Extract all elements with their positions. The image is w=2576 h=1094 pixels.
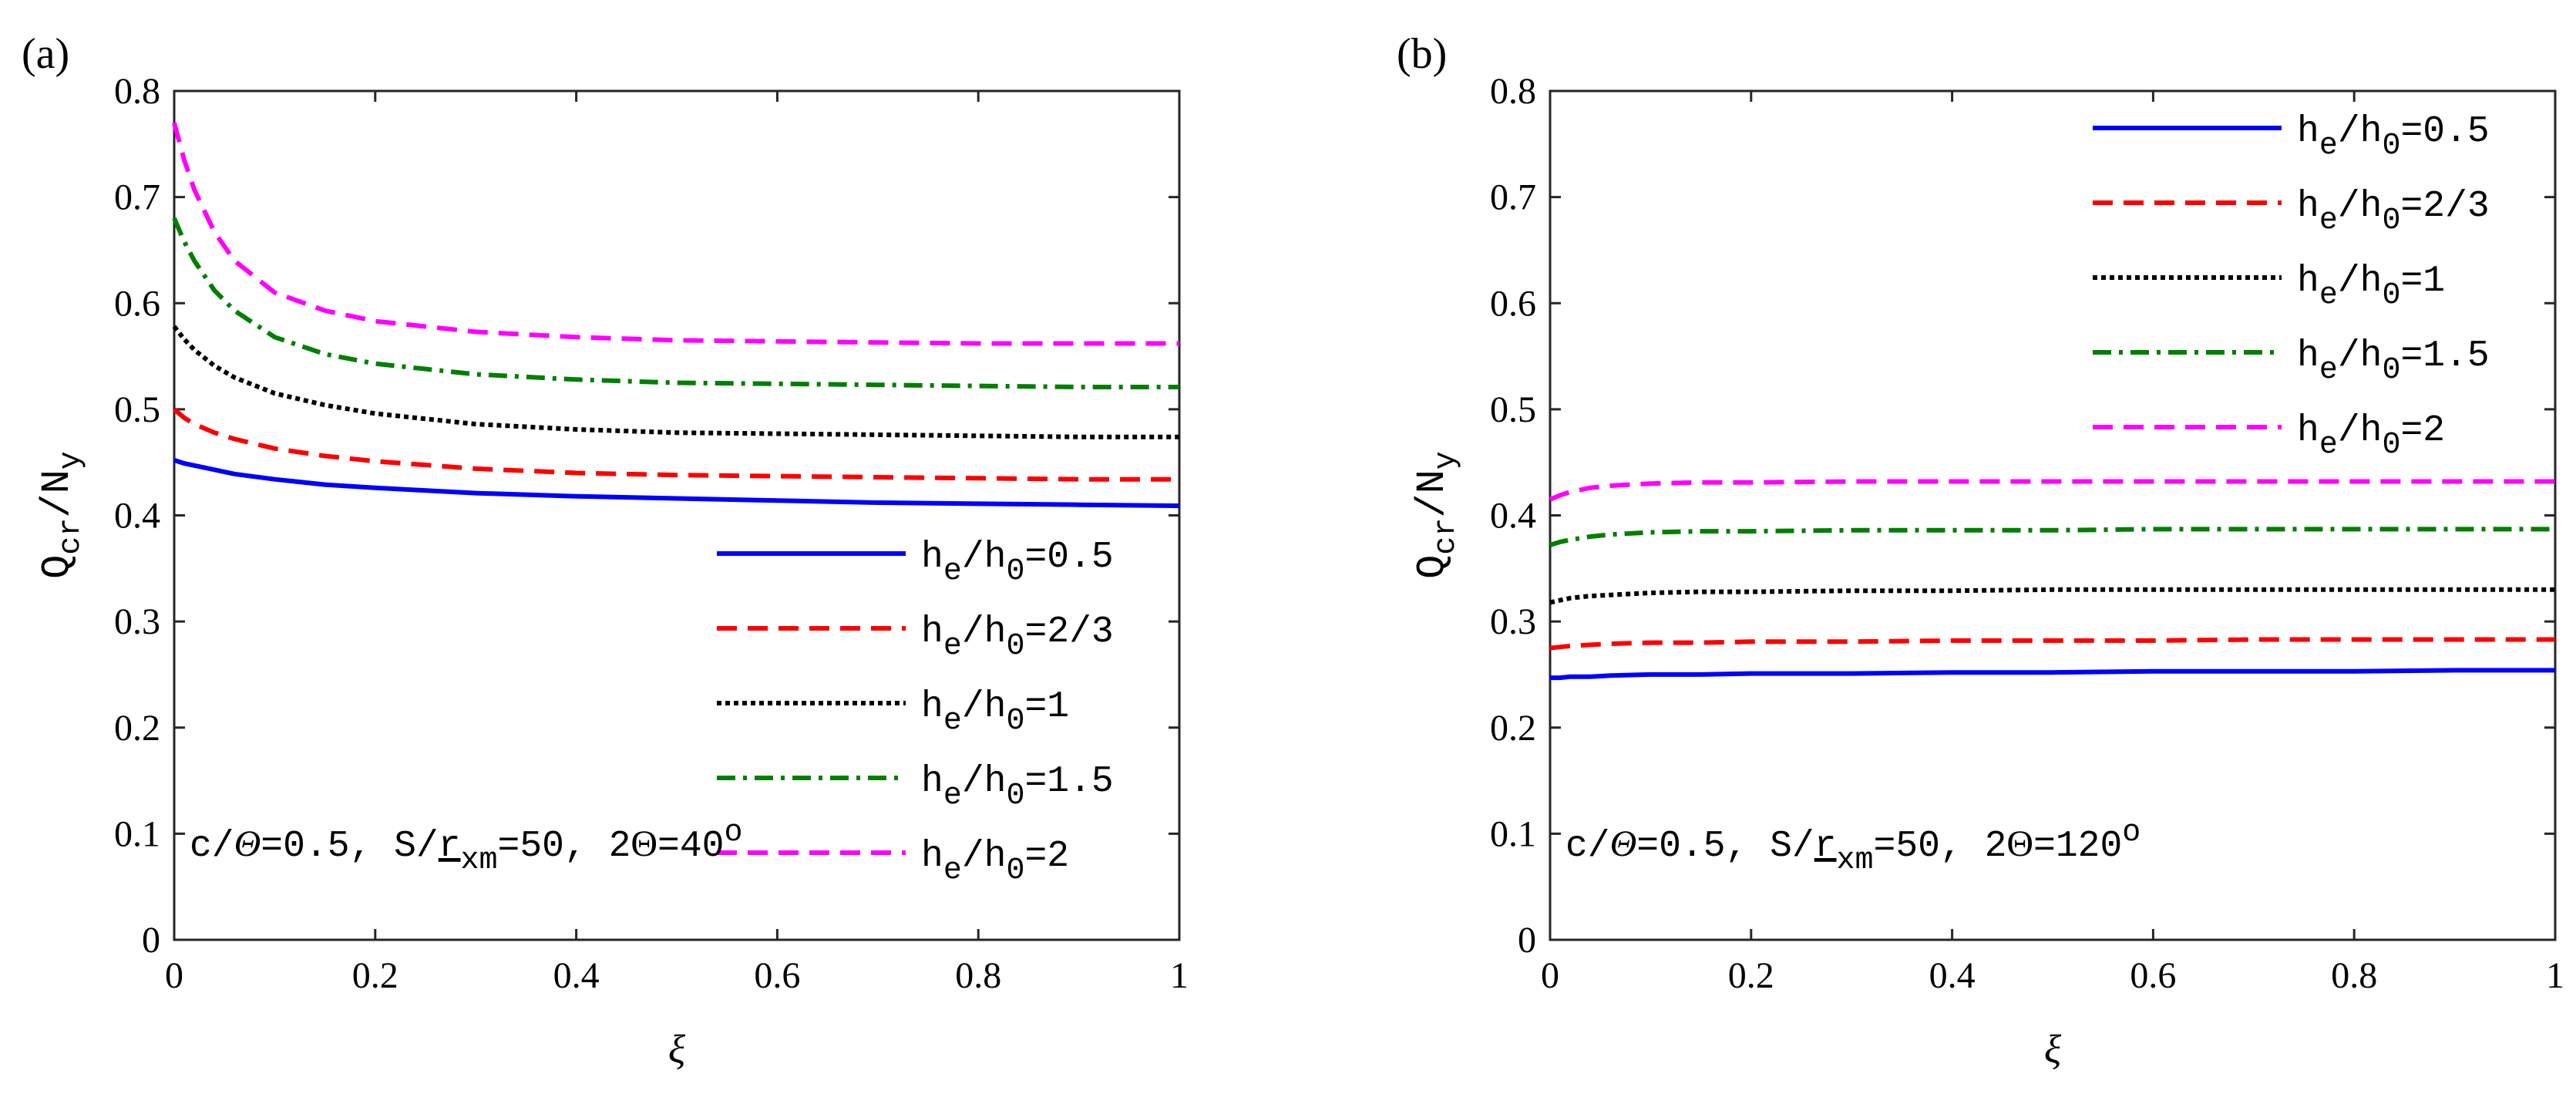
panel-a-legend-item-2: he/h0=1 — [717, 686, 1069, 739]
panel-a-y-tick-label-8: 0.8 — [114, 71, 160, 112]
panel-b-y-tick-label-2: 0.2 — [1490, 708, 1536, 749]
panel-a-y-tick-label-7: 0.7 — [114, 177, 160, 218]
panel-b-legend-label-3: he/h0=1.5 — [2297, 335, 2490, 388]
panel-b-series-line-3 — [1549, 527, 2555, 547]
panel-b-legend-label-0: he/h0=0.5 — [2297, 111, 2490, 163]
panel-a-series-line-0 — [173, 458, 1180, 509]
panel-a-x-ticks: 0 0.2 0.4 0.6 0.8 1 — [165, 91, 1189, 996]
panel-b-x-axis-title: ξ — [2044, 1028, 2062, 1072]
panel-b-y-tick-label-3: 0.3 — [1490, 601, 1536, 642]
panel-a-series-line-4 — [172, 122, 1179, 346]
panel-a-y-tick-label-6: 0.6 — [114, 283, 160, 324]
panel-a-y-ticks: 0 0.1 0.2 0.3 0.4 0.5 0.6 0.7 0.8 — [114, 71, 1179, 961]
panel-a-y-tick-label-0: 0 — [142, 920, 160, 961]
panel-a-series — [172, 122, 1180, 509]
panel-b-legend-item-4: he/h0=2 — [2093, 410, 2445, 463]
panel-a-x-tick-label-1: 0.2 — [352, 955, 399, 996]
panel-b-y-tick-label-0: 0 — [1518, 920, 1536, 961]
panel-a-axes-box — [173, 89, 1181, 941]
panel-a-y-tick-label-4: 0.4 — [114, 496, 160, 537]
panel-b-y-tick-label-7: 0.7 — [1490, 177, 1536, 218]
panel-b-x-tick-label-1: 0.2 — [1728, 955, 1774, 996]
panel-b-label: (b) — [1397, 30, 1447, 78]
panel-a-series-line-3 — [172, 217, 1179, 389]
panel-b-legend-item-2: he/h0=1 — [2093, 261, 2445, 313]
panel-a-legend-label-3: he/h0=1.5 — [921, 761, 1114, 813]
panel-a-legend-item-0: he/h0=0.5 — [717, 537, 1114, 589]
panel-a: (a) 0 0.1 0.2 0.3 0.4 0.5 0.6 0.7 0.8 0 0.2 0.4 0.6… — [22, 30, 1189, 1072]
panel-a-legend-label-0: he/h0=0.5 — [921, 537, 1114, 589]
panel-a-x-tick-label-5: 1 — [1170, 955, 1189, 996]
panel-a-annotation: c/Θ=0.5, S/rxm=50, 2Θ=40o — [190, 816, 742, 878]
panel-b-y-tick-label-5: 0.5 — [1490, 389, 1536, 430]
panel-a-y-axis-title: Qcr/Ny — [35, 451, 89, 579]
panel-a-y-tick-label-1: 0.1 — [114, 813, 160, 854]
panel-a-legend-label-2: he/h0=1 — [921, 686, 1069, 739]
panel-a-legend-label-1: he/h0=2/3 — [921, 611, 1114, 664]
panel-a-y-tick-label-2: 0.2 — [114, 708, 160, 749]
panel-b-y-axis-title: Qcr/Ny — [1410, 451, 1464, 579]
panel-b-legend-label-1: he/h0=2/3 — [2297, 186, 2490, 238]
panel-a-x-tick-label-3: 0.6 — [754, 955, 800, 996]
panel-b-legend-item-0: he/h0=0.5 — [2093, 111, 2490, 163]
panel-a-x-tick-label-2: 0.4 — [553, 955, 600, 996]
panel-b-x-ticks: 0 0.2 0.4 0.6 0.8 1 — [1541, 91, 2564, 996]
panel-a-x-axis-title: ξ — [668, 1028, 686, 1072]
panel-b-y-tick-label-4: 0.4 — [1490, 496, 1536, 537]
panel-a-x-tick-label-4: 0.8 — [955, 955, 1001, 996]
panel-b-series-line-4 — [1549, 479, 2555, 502]
panel-b-legend-item-3: he/h0=1.5 — [2093, 335, 2490, 388]
panel-b-y-tick-label-1: 0.1 — [1490, 813, 1536, 854]
panel-b-y-tick-label-8: 0.8 — [1490, 71, 1536, 112]
panel-a-legend-label-4: he/h0=2 — [921, 836, 1069, 888]
panel-b-series-line-2 — [1549, 587, 2555, 605]
panel-a-series-line-1 — [173, 407, 1179, 482]
panel-a-x-tick-label-0: 0 — [165, 955, 183, 996]
panel-a-legend-item-3: he/h0=1.5 — [717, 761, 1114, 813]
panel-a-label: (a) — [22, 30, 69, 78]
panel-b-y-tick-label-6: 0.6 — [1490, 283, 1536, 324]
panel-a-legend: he/h0=0.5 he/h0=2/3 he/h0=1 he/h0=1.5 he… — [717, 537, 1114, 888]
panel-b-x-tick-label-3: 0.6 — [2130, 955, 2176, 996]
panel-b: (b) 0 0.1 0.2 0.3 0.4 0.5 0.6 0.7 0.8 0 0.2 0.4 0.6… — [1397, 30, 2564, 1072]
panel-b-x-tick-label-2: 0.4 — [1929, 955, 1976, 996]
panel-b-legend-label-4: he/h0=2 — [2297, 410, 2445, 463]
panel-a-legend-item-1: he/h0=2/3 — [717, 611, 1114, 664]
panel-a-legend-item-4: he/h0=2 — [717, 836, 1069, 888]
panel-b-series-line-0 — [1550, 668, 2555, 681]
panel-b-x-tick-label-5: 1 — [2546, 955, 2564, 996]
panel-b-x-tick-label-0: 0 — [1541, 955, 1559, 996]
panel-b-series-line-1 — [1549, 637, 2555, 651]
panel-a-series-line-2 — [172, 325, 1179, 439]
panel-b-y-ticks: 0 0.1 0.2 0.3 0.4 0.5 0.6 0.7 0.8 — [1490, 71, 2555, 961]
panel-b-legend-label-2: he/h0=1 — [2297, 261, 2445, 313]
panel-a-y-tick-label-5: 0.5 — [114, 389, 160, 430]
panel-b-annotation: c/Θ=0.5, S/rxm=50, 2Θ=120o — [1565, 816, 2141, 878]
panel-a-y-tick-label-3: 0.3 — [114, 601, 160, 642]
panel-b-series — [1549, 479, 2555, 681]
panel-b-legend: he/h0=0.5 he/h0=2/3 he/h0=1 he/h0=1.5 he… — [2093, 111, 2490, 463]
panel-b-legend-item-1: he/h0=2/3 — [2093, 186, 2490, 238]
panel-b-x-tick-label-4: 0.8 — [2331, 955, 2377, 996]
